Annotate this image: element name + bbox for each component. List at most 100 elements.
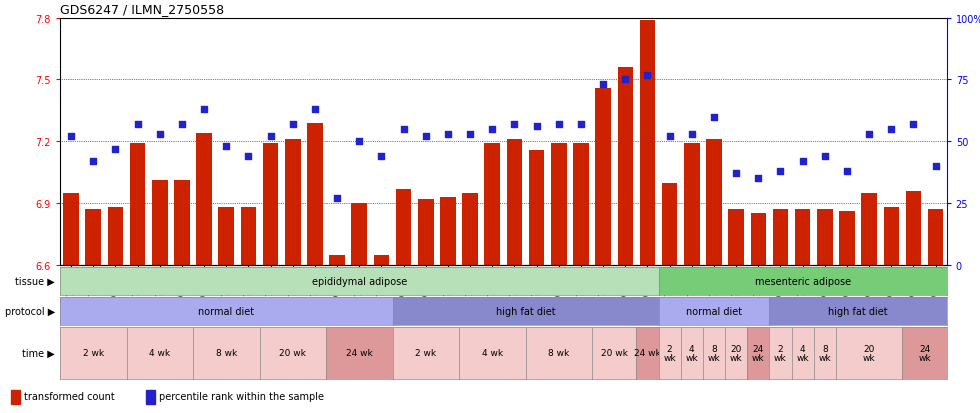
Point: [928, 164, 944, 170]
Text: 8 wk: 8 wk: [548, 349, 569, 358]
Bar: [146, 390, 155, 404]
Point: [772, 168, 788, 175]
Point: [85, 159, 101, 165]
Text: 8
wk: 8 wk: [818, 344, 831, 363]
Point: [906, 121, 921, 128]
Text: 4 wk: 4 wk: [482, 349, 503, 358]
Text: 20
wk: 20 wk: [862, 344, 875, 363]
Text: 24 wk: 24 wk: [634, 349, 661, 358]
Text: 2
wk: 2 wk: [774, 344, 787, 363]
Point: [329, 195, 345, 202]
Bar: [484, 144, 500, 266]
Point: [285, 121, 301, 128]
Bar: [928, 210, 944, 266]
Bar: [64, 193, 78, 266]
Bar: [241, 208, 256, 266]
Bar: [263, 144, 278, 266]
Text: transformed count: transformed count: [24, 391, 115, 401]
Text: 2
wk: 2 wk: [663, 344, 676, 363]
Bar: [85, 210, 101, 266]
Point: [595, 82, 611, 88]
Bar: [529, 150, 544, 266]
Text: GDS6247 / ILMN_2750558: GDS6247 / ILMN_2750558: [60, 3, 224, 16]
Text: 20 wk: 20 wk: [279, 349, 306, 358]
Bar: [751, 214, 766, 266]
Bar: [772, 210, 788, 266]
Bar: [906, 191, 921, 266]
Point: [129, 121, 145, 128]
Bar: [373, 255, 389, 266]
Point: [196, 107, 212, 113]
Bar: [174, 181, 190, 266]
Point: [662, 134, 677, 140]
Bar: [352, 204, 368, 266]
Text: 8 wk: 8 wk: [216, 349, 237, 358]
Text: 4 wk: 4 wk: [149, 349, 171, 358]
Text: protocol ▶: protocol ▶: [5, 306, 55, 316]
Text: 24 wk: 24 wk: [346, 349, 372, 358]
Point: [174, 121, 190, 128]
Point: [64, 134, 79, 140]
Bar: [640, 21, 656, 266]
Text: time ▶: time ▶: [23, 348, 55, 358]
Bar: [11, 390, 21, 404]
Bar: [196, 134, 212, 266]
Point: [507, 121, 522, 128]
Point: [263, 134, 278, 140]
Text: normal diet: normal diet: [686, 306, 742, 316]
Point: [484, 126, 500, 133]
Bar: [440, 197, 456, 266]
Point: [861, 131, 877, 138]
Point: [219, 144, 234, 150]
Point: [373, 154, 389, 160]
Bar: [817, 210, 833, 266]
Text: 2 wk: 2 wk: [416, 349, 436, 358]
Bar: [662, 183, 677, 266]
Text: high fat diet: high fat diet: [496, 306, 556, 316]
Point: [152, 131, 168, 138]
Text: 2 wk: 2 wk: [82, 349, 104, 358]
Text: mesenteric adipose: mesenteric adipose: [755, 276, 851, 286]
Point: [307, 107, 322, 113]
Bar: [839, 212, 855, 266]
Bar: [152, 181, 168, 266]
Bar: [396, 189, 412, 266]
Point: [417, 134, 433, 140]
Text: 24
wk: 24 wk: [752, 344, 764, 363]
Point: [795, 159, 810, 165]
Bar: [795, 210, 810, 266]
Bar: [728, 210, 744, 266]
Point: [883, 126, 899, 133]
Text: tissue ▶: tissue ▶: [16, 276, 55, 286]
Bar: [418, 199, 433, 266]
Text: 24
wk: 24 wk: [918, 344, 931, 363]
Point: [352, 139, 368, 145]
Bar: [884, 208, 899, 266]
Bar: [861, 193, 877, 266]
Point: [573, 121, 589, 128]
Bar: [617, 68, 633, 266]
Bar: [463, 193, 478, 266]
Bar: [219, 208, 234, 266]
Text: normal diet: normal diet: [198, 306, 255, 316]
Point: [839, 168, 855, 175]
Point: [751, 176, 766, 182]
Text: high fat diet: high fat diet: [828, 306, 888, 316]
Bar: [707, 140, 721, 266]
Bar: [551, 144, 566, 266]
Text: 20
wk: 20 wk: [730, 344, 743, 363]
Point: [817, 154, 833, 160]
Point: [440, 131, 456, 138]
Text: 4
wk: 4 wk: [797, 344, 808, 363]
Text: 4
wk: 4 wk: [685, 344, 698, 363]
Bar: [307, 123, 322, 266]
Point: [706, 114, 721, 121]
Point: [240, 154, 256, 160]
Bar: [329, 255, 345, 266]
Point: [108, 146, 123, 153]
Bar: [684, 144, 700, 266]
Bar: [595, 88, 611, 266]
Point: [728, 171, 744, 177]
Point: [640, 72, 656, 78]
Point: [529, 124, 545, 131]
